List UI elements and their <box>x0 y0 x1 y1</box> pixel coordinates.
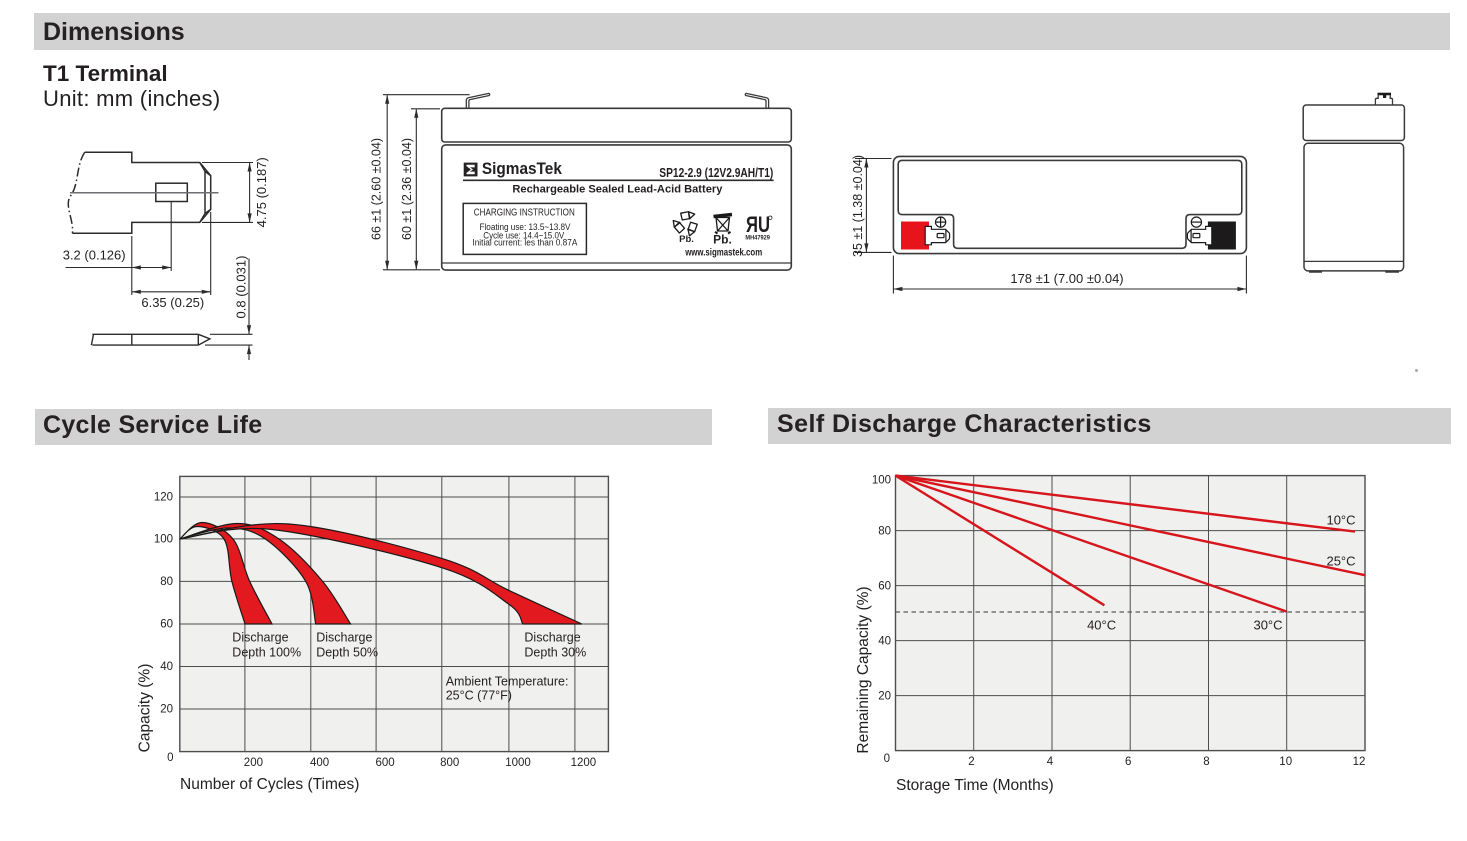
svg-text:25°C: 25°C <box>1326 554 1355 569</box>
svg-text:8: 8 <box>1203 756 1209 768</box>
svg-text:178 ±1 (7.00 ±0.04): 178 ±1 (7.00 ±0.04) <box>1010 271 1123 286</box>
svg-text:800: 800 <box>440 757 459 769</box>
svg-text:Pb.: Pb. <box>713 232 732 246</box>
svg-text:60: 60 <box>878 581 891 593</box>
svg-text:60 ±1 (2.36 ±0.04): 60 ±1 (2.36 ±0.04) <box>400 138 414 240</box>
svg-text:Number of Cycles (Times): Number of Cycles (Times) <box>180 776 359 793</box>
svg-text:40: 40 <box>878 636 891 648</box>
svg-text:Storage Time (Months): Storage Time (Months) <box>896 777 1054 794</box>
svg-text:10°C: 10°C <box>1326 513 1355 528</box>
svg-text:200: 200 <box>244 757 263 769</box>
svg-text:MH47929: MH47929 <box>745 235 770 242</box>
svg-text:Cycle use: 14.4~15.0V: Cycle use: 14.4~15.0V <box>483 231 565 241</box>
svg-text:1000: 1000 <box>505 757 531 769</box>
svg-text:CHARGING INSTRUCTION: CHARGING INSTRUCTION <box>474 208 575 219</box>
svg-text:Depth 30%: Depth 30% <box>524 646 586 660</box>
svg-text:Floating use: 13.5~13.8V: Floating use: 13.5~13.8V <box>480 222 572 232</box>
svg-text:1200: 1200 <box>571 757 597 769</box>
svg-text:Depth 100%: Depth 100% <box>232 646 301 660</box>
svg-text:600: 600 <box>376 757 395 769</box>
svg-text:60: 60 <box>160 619 173 631</box>
svg-text:40: 40 <box>160 661 173 673</box>
svg-text:0: 0 <box>884 753 890 765</box>
svg-text:20: 20 <box>878 691 891 703</box>
svg-text:4.75 (0.187): 4.75 (0.187) <box>254 157 269 227</box>
svg-text:www.sigmastek.com: www.sigmastek.com <box>684 246 762 258</box>
svg-text:6: 6 <box>1125 756 1131 768</box>
svg-text:Rechargeable Sealed Lead-Acid: Rechargeable Sealed Lead-Acid Battery <box>512 183 723 195</box>
svg-text:Discharge: Discharge <box>524 631 580 645</box>
svg-text:66 ±1 (2.60 ±0.04): 66 ±1 (2.60 ±0.04) <box>370 138 384 240</box>
svg-text:35 ±1 (1.38 ±0.04): 35 ±1 (1.38 ±0.04) <box>851 155 865 257</box>
svg-text:Depth 50%: Depth 50% <box>316 646 378 660</box>
svg-text:Initial current: les than 0.87: Initial current: les than 0.87A <box>472 237 578 247</box>
svg-text:40°C: 40°C <box>1087 618 1116 633</box>
svg-text:2: 2 <box>968 756 974 768</box>
svg-text:12: 12 <box>1353 756 1366 768</box>
svg-text:80: 80 <box>160 576 173 588</box>
svg-text:100: 100 <box>872 475 891 487</box>
svg-text:Capacity (%): Capacity (%) <box>137 664 154 753</box>
svg-text:100: 100 <box>154 534 173 546</box>
svg-text:20: 20 <box>160 704 173 716</box>
svg-text:SP12-2.9 (12V2.9AH/T1): SP12-2.9 (12V2.9AH/T1) <box>659 165 773 180</box>
svg-text:Remaining Capacity (%): Remaining Capacity (%) <box>855 586 872 753</box>
svg-text:3.2 (0.126): 3.2 (0.126) <box>63 247 126 262</box>
svg-text:ЯU: ЯU <box>746 212 770 237</box>
svg-text:Pb.: Pb. <box>679 234 694 245</box>
svg-text:Discharge: Discharge <box>232 631 288 645</box>
svg-text:80: 80 <box>878 526 891 538</box>
svg-text:Ambient Temperature:: Ambient Temperature: <box>446 675 569 689</box>
svg-text:30°C: 30°C <box>1253 618 1282 633</box>
svg-text:0.8 (0.031): 0.8 (0.031) <box>234 256 249 319</box>
svg-text:4: 4 <box>1047 756 1054 768</box>
svg-text:400: 400 <box>310 757 329 769</box>
svg-text:0: 0 <box>167 752 173 764</box>
svg-text:SigmasTek: SigmasTek <box>482 159 562 178</box>
svg-text:10: 10 <box>1279 756 1292 768</box>
svg-text:120: 120 <box>154 492 173 504</box>
svg-text:25°C (77°F): 25°C (77°F) <box>446 689 512 703</box>
svg-text:6.35 (0.25): 6.35 (0.25) <box>141 295 204 310</box>
svg-text:Discharge: Discharge <box>316 631 372 645</box>
